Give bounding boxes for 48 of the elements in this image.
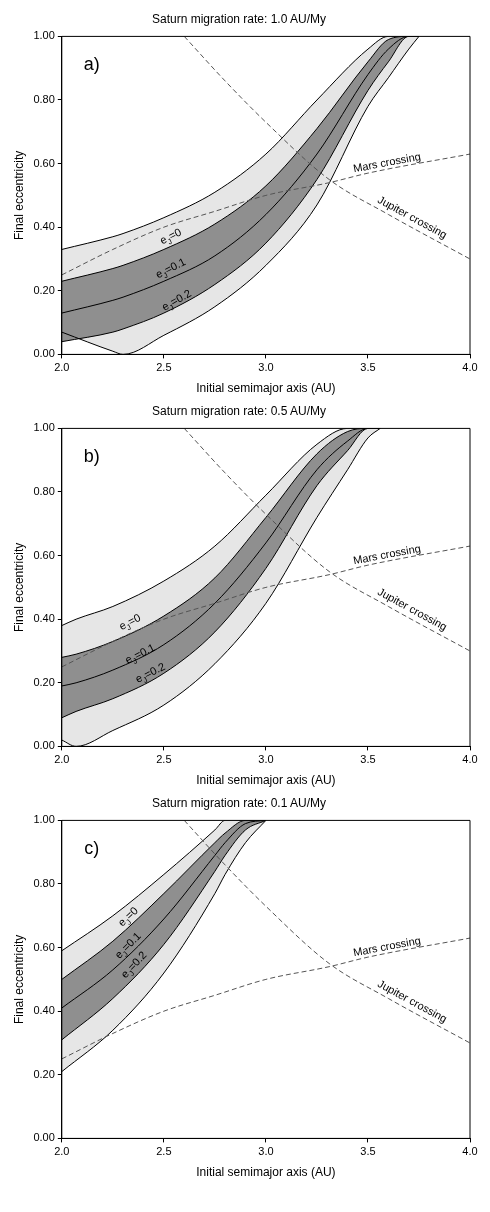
y-axis-title: Final eccentricity <box>11 542 26 633</box>
x-tick-label: 3.0 <box>258 753 274 766</box>
x-tick-label: 4.0 <box>462 361 478 374</box>
y-axis-title: Final eccentricity <box>11 150 26 241</box>
y-tick-label: 0.80 <box>33 93 55 106</box>
y-tick-label: 0.40 <box>33 1004 55 1017</box>
y-tick-label: 1.00 <box>33 421 55 434</box>
annotation: a) <box>83 54 100 75</box>
y-tick-label: 0.20 <box>33 1067 55 1080</box>
x-tick-label: 2.0 <box>54 361 70 374</box>
x-tick-label: 3.5 <box>360 753 376 766</box>
x-tick-label: 2.5 <box>156 1145 172 1158</box>
x-tick-label: 2.5 <box>156 361 172 374</box>
y-axis-title: Final eccentricity <box>11 934 26 1025</box>
y-tick-label: 1.00 <box>33 813 55 826</box>
y-tick-label: 0.60 <box>33 156 55 169</box>
annotation: b) <box>83 446 100 467</box>
y-tick-label: 0.00 <box>33 739 55 752</box>
x-axis-title: Initial semimajor axis (AU) <box>196 773 336 788</box>
annotation: Mars crossing <box>352 933 422 959</box>
x-tick-label: 3.0 <box>258 361 274 374</box>
y-tick-label: 0.20 <box>33 675 55 688</box>
y-tick-label: 0.80 <box>33 877 55 890</box>
x-axis-title: Initial semimajor axis (AU) <box>196 1165 336 1180</box>
annotation: c) <box>84 838 100 859</box>
x-tick-label: 3.0 <box>258 1145 274 1158</box>
x-tick-label: 2.0 <box>54 753 70 766</box>
y-tick-label: 0.40 <box>33 612 55 625</box>
chart-title: Saturn migration rate: 0.1 AU/My <box>151 795 327 810</box>
x-tick-label: 4.0 <box>462 1145 478 1158</box>
annotation: Mars crossing <box>352 541 422 567</box>
x-tick-label: 3.5 <box>360 361 376 374</box>
y-tick-label: 0.00 <box>33 347 55 360</box>
x-tick-label: 3.5 <box>360 1145 376 1158</box>
x-tick-label: 2.0 <box>54 1145 70 1158</box>
chart-title: Saturn migration rate: 0.5 AU/My <box>151 403 327 418</box>
chart-title: Saturn migration rate: 1.0 AU/My <box>151 11 327 26</box>
x-axis-title: Initial semimajor axis (AU) <box>196 381 336 396</box>
y-tick-label: 0.60 <box>33 548 55 561</box>
y-tick-label: 0.40 <box>33 220 55 233</box>
y-tick-label: 0.60 <box>33 940 55 953</box>
annotation: Mars crossing <box>352 149 422 175</box>
y-tick-label: 0.20 <box>33 283 55 296</box>
x-tick-label: 2.5 <box>156 753 172 766</box>
y-tick-label: 0.80 <box>33 485 55 498</box>
y-tick-label: 0.00 <box>33 1131 55 1144</box>
y-tick-label: 1.00 <box>33 29 55 42</box>
x-tick-label: 4.0 <box>462 753 478 766</box>
